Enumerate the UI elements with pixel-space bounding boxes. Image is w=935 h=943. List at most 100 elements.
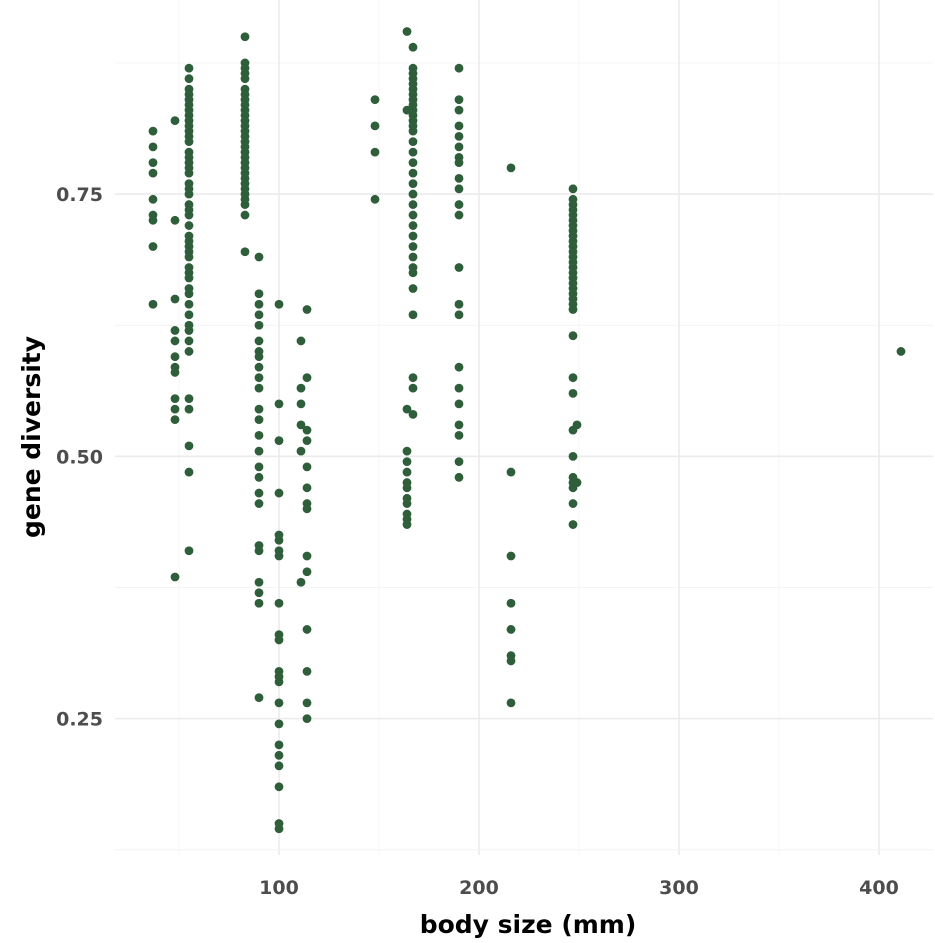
data-point — [506, 551, 516, 561]
data-point — [402, 27, 412, 36]
data-point — [454, 399, 464, 409]
data-point — [254, 588, 264, 598]
data-point — [184, 137, 194, 147]
data-point — [274, 824, 284, 834]
data-point — [506, 656, 516, 666]
y-axis-title: gene diversity — [17, 336, 46, 538]
data-point — [254, 362, 264, 372]
data-point — [572, 478, 582, 487]
data-point — [274, 677, 284, 687]
data-point — [408, 284, 418, 293]
data-point — [402, 499, 412, 508]
data-point — [240, 200, 250, 209]
data-point — [402, 467, 412, 477]
data-point — [170, 572, 180, 582]
data-point — [370, 121, 380, 131]
data-point — [254, 488, 264, 498]
data-point — [184, 546, 194, 556]
data-point — [506, 467, 516, 477]
data-point — [296, 399, 306, 409]
data-point — [274, 698, 284, 708]
data-point — [184, 467, 194, 477]
data-point — [302, 436, 312, 446]
data-point — [148, 168, 158, 178]
data-point — [408, 242, 418, 251]
data-point — [254, 252, 264, 262]
data-point — [184, 168, 194, 178]
data-point — [254, 299, 264, 309]
data-point — [454, 63, 464, 73]
data-point — [568, 499, 578, 508]
data-point — [184, 347, 194, 356]
data-point — [184, 299, 194, 309]
data-point — [506, 625, 516, 634]
data-point — [170, 294, 180, 304]
data-point — [506, 598, 516, 608]
x-axis-title: body size (mm) — [420, 910, 637, 939]
data-point — [254, 404, 264, 414]
data-point — [170, 368, 180, 377]
data-point — [274, 399, 284, 409]
data-point — [454, 310, 464, 320]
data-point — [170, 415, 180, 425]
data-point — [148, 194, 158, 204]
x-tick-label: 300 — [659, 877, 699, 899]
data-point — [184, 221, 194, 230]
data-point — [274, 488, 284, 498]
data-point — [184, 210, 194, 220]
data-point — [148, 126, 158, 136]
data-point — [184, 289, 194, 299]
data-point — [184, 441, 194, 451]
data-point — [302, 667, 312, 676]
data-point — [302, 698, 312, 708]
data-point — [454, 430, 464, 440]
data-point — [170, 404, 180, 414]
data-point — [454, 173, 464, 183]
data-point — [454, 383, 464, 393]
data-point — [296, 336, 306, 346]
data-point — [302, 425, 312, 435]
data-point — [302, 373, 312, 383]
data-point — [170, 215, 180, 225]
data-point — [408, 231, 418, 241]
data-point — [274, 719, 284, 729]
data-point — [896, 347, 906, 356]
data-point — [408, 147, 418, 157]
data-point — [408, 373, 418, 383]
data-point — [408, 310, 418, 320]
data-point — [302, 714, 312, 724]
data-point — [254, 352, 264, 362]
data-point — [254, 383, 264, 393]
data-point — [572, 420, 582, 430]
data-point — [274, 782, 284, 792]
data-point — [370, 147, 380, 157]
data-point — [184, 310, 194, 320]
data-point — [184, 252, 194, 262]
data-point — [254, 373, 264, 383]
data-point — [184, 273, 194, 283]
data-point — [454, 131, 464, 141]
data-point — [454, 95, 464, 105]
x-tick-label: 400 — [859, 877, 899, 899]
data-point — [254, 310, 264, 320]
x-tick-label: 200 — [459, 877, 499, 899]
axis-ticks: 100 200 300 400 0.25 0.50 0.75 — [56, 184, 899, 899]
data-point — [454, 457, 464, 466]
data-point — [254, 446, 264, 456]
data-point — [454, 299, 464, 309]
data-point — [568, 373, 578, 383]
data-point — [408, 383, 418, 393]
data-point — [170, 394, 180, 404]
data-point — [184, 74, 194, 84]
data-point — [408, 268, 418, 278]
data-point — [274, 436, 284, 446]
data-point — [408, 189, 418, 199]
data-point — [184, 394, 194, 404]
data-point — [454, 184, 464, 194]
data-point — [254, 336, 264, 346]
data-point — [408, 158, 418, 168]
data-point — [454, 105, 464, 115]
data-point — [254, 693, 264, 703]
data-point — [568, 451, 578, 461]
